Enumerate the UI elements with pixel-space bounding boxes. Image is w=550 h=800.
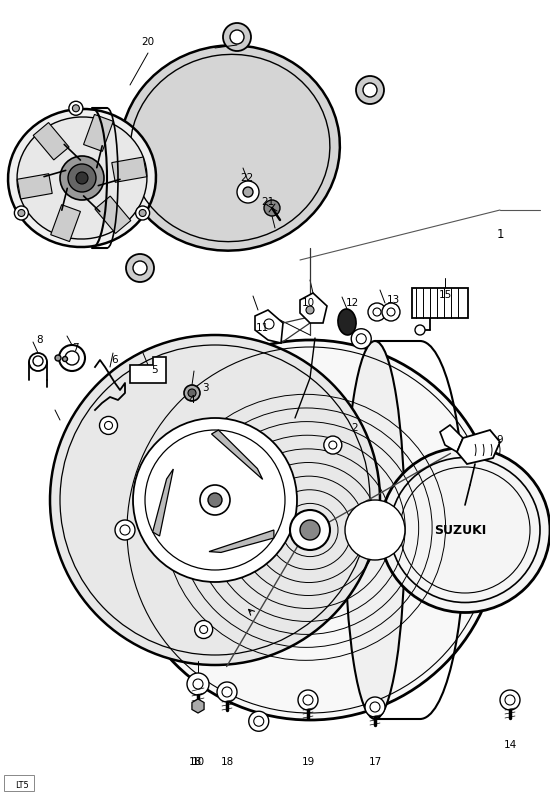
Text: 20: 20 — [141, 37, 155, 47]
Polygon shape — [153, 469, 173, 536]
Polygon shape — [255, 310, 283, 343]
Text: 8: 8 — [37, 335, 43, 345]
Polygon shape — [51, 205, 80, 242]
Circle shape — [184, 385, 200, 401]
Text: 7: 7 — [72, 343, 78, 353]
Ellipse shape — [345, 341, 405, 719]
Circle shape — [223, 23, 251, 51]
Polygon shape — [95, 196, 131, 234]
Polygon shape — [130, 357, 166, 383]
Circle shape — [363, 83, 377, 97]
Polygon shape — [192, 699, 204, 713]
Text: 17: 17 — [368, 757, 382, 767]
Circle shape — [356, 76, 384, 104]
Ellipse shape — [17, 117, 147, 239]
Polygon shape — [300, 293, 327, 323]
Ellipse shape — [8, 109, 156, 247]
Text: 21: 21 — [261, 197, 274, 207]
Circle shape — [73, 105, 79, 112]
Text: 13: 13 — [386, 295, 400, 305]
Text: 10: 10 — [191, 757, 205, 767]
Polygon shape — [440, 425, 463, 452]
Circle shape — [55, 355, 61, 361]
Text: 6: 6 — [112, 355, 118, 365]
Circle shape — [195, 621, 213, 638]
Circle shape — [50, 335, 380, 665]
Circle shape — [230, 30, 244, 44]
Text: 2: 2 — [351, 423, 358, 433]
Circle shape — [500, 690, 520, 710]
Circle shape — [208, 493, 222, 507]
Circle shape — [217, 682, 237, 702]
Text: 12: 12 — [345, 298, 359, 308]
Text: 18: 18 — [188, 757, 202, 767]
Circle shape — [324, 436, 342, 454]
Polygon shape — [457, 430, 500, 464]
Text: LT5: LT5 — [15, 781, 29, 790]
Text: 22: 22 — [240, 173, 254, 183]
Ellipse shape — [120, 46, 340, 250]
Text: 18: 18 — [221, 757, 234, 767]
Polygon shape — [33, 122, 69, 160]
Circle shape — [351, 329, 371, 349]
Polygon shape — [212, 430, 263, 479]
Circle shape — [237, 181, 259, 203]
Circle shape — [14, 206, 29, 220]
Ellipse shape — [380, 447, 550, 613]
Circle shape — [18, 210, 25, 217]
Circle shape — [298, 690, 318, 710]
Text: 9: 9 — [497, 435, 503, 445]
Circle shape — [368, 303, 386, 321]
Text: 15: 15 — [438, 290, 452, 300]
Circle shape — [415, 325, 425, 335]
Circle shape — [136, 206, 150, 220]
FancyBboxPatch shape — [4, 775, 34, 791]
Polygon shape — [84, 114, 113, 151]
Polygon shape — [412, 288, 468, 318]
Circle shape — [200, 485, 230, 515]
Ellipse shape — [338, 309, 356, 335]
Circle shape — [68, 164, 96, 192]
Text: 4: 4 — [189, 395, 195, 405]
Circle shape — [249, 711, 269, 731]
Circle shape — [69, 102, 83, 115]
Circle shape — [63, 357, 68, 362]
Text: SUZUKI: SUZUKI — [434, 523, 486, 537]
Text: 3: 3 — [202, 383, 208, 393]
Circle shape — [60, 156, 104, 200]
Circle shape — [115, 520, 135, 540]
Circle shape — [139, 210, 146, 217]
Polygon shape — [17, 174, 52, 199]
Circle shape — [306, 306, 314, 314]
Text: 11: 11 — [255, 323, 268, 333]
Circle shape — [187, 673, 209, 695]
Circle shape — [133, 261, 147, 275]
Circle shape — [76, 172, 88, 184]
Circle shape — [120, 340, 500, 720]
Polygon shape — [209, 530, 274, 553]
Text: 14: 14 — [503, 740, 516, 750]
Circle shape — [243, 187, 253, 197]
Circle shape — [264, 200, 280, 216]
Circle shape — [290, 510, 330, 550]
Text: 1: 1 — [496, 229, 504, 242]
Text: 5: 5 — [152, 365, 158, 375]
Circle shape — [345, 500, 405, 560]
Circle shape — [133, 418, 297, 582]
Circle shape — [300, 520, 320, 540]
Circle shape — [382, 303, 400, 321]
Text: 19: 19 — [301, 757, 315, 767]
Circle shape — [126, 254, 154, 282]
Circle shape — [365, 697, 385, 717]
Circle shape — [264, 319, 274, 329]
Circle shape — [100, 417, 118, 434]
Polygon shape — [112, 157, 147, 182]
Text: 10: 10 — [301, 298, 315, 308]
Circle shape — [188, 389, 196, 397]
